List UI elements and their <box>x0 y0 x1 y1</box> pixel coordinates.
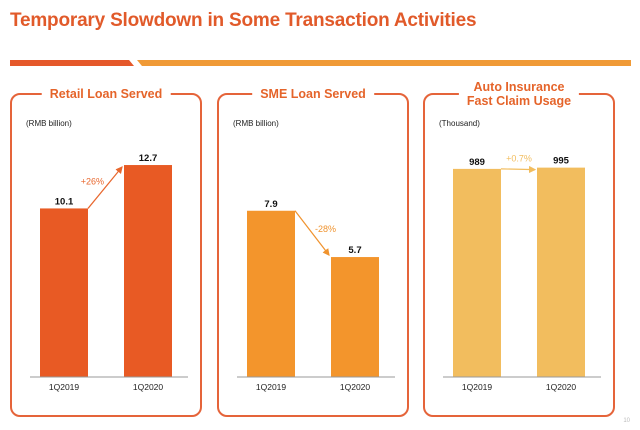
change-label: +26% <box>81 177 104 187</box>
auto-insurance-chart: 989 1Q2019 995 1Q2020 +0.7% <box>443 154 601 392</box>
panel-title: Retail Loan Served <box>41 87 171 101</box>
x-tick-label: 1Q2020 <box>546 382 577 392</box>
auto-insurance-panel: Auto Insurance Fast Claim Usage (Thousan… <box>423 80 615 417</box>
change-label: +0.7% <box>506 154 532 164</box>
x-tick-label: 1Q2019 <box>49 382 80 392</box>
header-rule <box>137 60 631 66</box>
data-label: 10.1 <box>55 196 74 207</box>
bar-1Q2019 <box>247 210 295 377</box>
change-label: -28% <box>315 224 336 234</box>
panel-title: SME Loan Served <box>252 87 374 101</box>
panel-title: Auto Insurance Fast Claim Usage <box>458 80 580 108</box>
bar-1Q2020 <box>331 257 379 377</box>
sme-loan-chart: 7.9 1Q2019 5.7 1Q2020 -28% <box>237 199 395 392</box>
page-number: 10 <box>623 418 630 424</box>
data-label: 7.9 <box>264 199 277 210</box>
bar-1Q2019 <box>453 168 501 377</box>
unit-label: (RMB billion) <box>233 119 279 128</box>
page-title: Temporary Slowdown in Some Transaction A… <box>10 10 477 31</box>
data-label: 12.7 <box>139 153 158 164</box>
data-label: 5.7 <box>348 245 361 256</box>
panel-title-line: Fast Claim Usage <box>466 94 572 108</box>
bar-1Q2020 <box>124 165 172 377</box>
data-label: 995 <box>553 156 570 167</box>
change-arrow <box>500 165 537 174</box>
header-rule-accent <box>10 60 134 66</box>
retail-loan-chart: 10.1 1Q2019 12.7 1Q2020 +26% <box>30 153 188 392</box>
change-arrow <box>294 210 330 257</box>
sme-loan-panel: SME Loan Served (RMB billion) 7.9 1Q2019 5… <box>217 87 409 417</box>
bar-1Q2020 <box>537 167 585 377</box>
change-arrow <box>87 166 123 209</box>
unit-label: (RMB billion) <box>26 119 72 128</box>
bar-1Q2019 <box>40 208 88 377</box>
unit-label: (Thousand) <box>439 119 480 128</box>
retail-loan-panel: Retail Loan Served (RMB billion) 10.1 1Q2… <box>10 87 202 417</box>
x-tick-label: 1Q2020 <box>340 382 371 392</box>
x-tick-label: 1Q2020 <box>133 382 164 392</box>
data-label: 989 <box>469 157 485 168</box>
x-tick-label: 1Q2019 <box>256 382 287 392</box>
panel-title-line: Auto Insurance <box>473 80 565 94</box>
x-tick-label: 1Q2019 <box>462 382 493 392</box>
